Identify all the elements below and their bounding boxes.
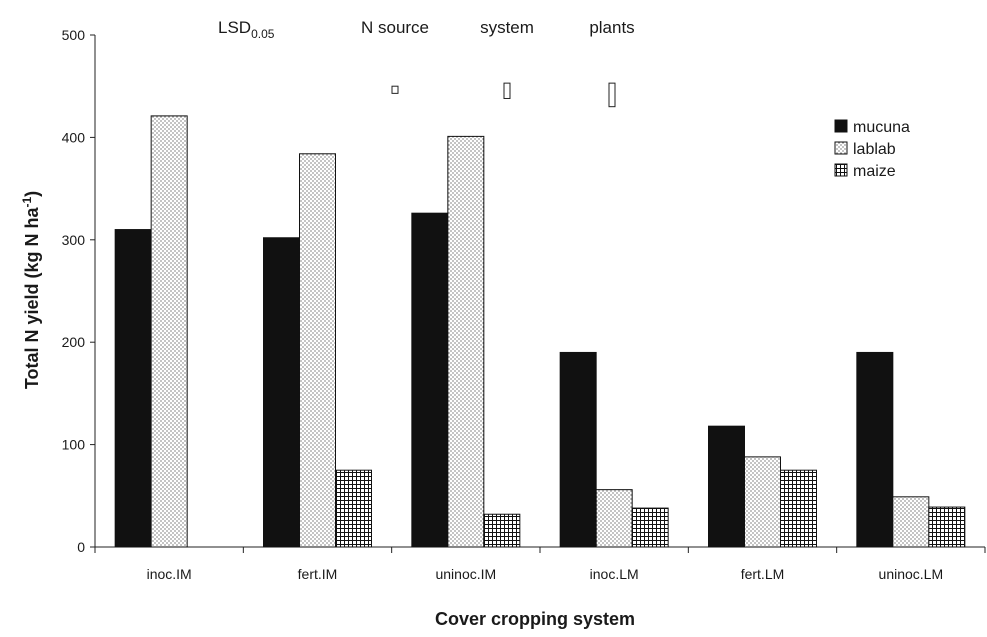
y-axis-title-close: ) — [22, 191, 42, 197]
x-tick-label: uninoc.LM — [879, 566, 944, 582]
y-axis-title: Total N yield (kg N ha-1) — [20, 191, 42, 389]
legend: mucuna lablab maize — [834, 119, 910, 180]
lsd-item-label: system — [480, 18, 534, 37]
lsd-bar — [608, 82, 616, 108]
y-tick-label: 300 — [62, 232, 86, 248]
legend-label-lablab: lablab — [853, 141, 896, 158]
x-tick-label: inoc.IM — [147, 566, 192, 582]
bar-maize — [780, 469, 817, 548]
bar-lablab — [299, 153, 336, 548]
bar-mucuna — [263, 237, 300, 548]
x-tick-label: fert.LM — [741, 566, 785, 582]
bar-lablab — [447, 135, 485, 548]
legend-swatch-mucuna — [834, 119, 848, 133]
bar-maize — [928, 506, 966, 548]
bar-lablab — [595, 489, 633, 548]
legend-swatch-lablab — [834, 141, 848, 155]
lsd-item-label: plants — [589, 18, 634, 37]
y-tick-label: 0 — [77, 539, 85, 555]
lsd-markers: N source system plants — [361, 18, 635, 108]
bar-mucuna — [708, 425, 745, 548]
legend-label-mucuna: mucuna — [853, 119, 910, 136]
lsd-label: LSD0.05 — [218, 18, 275, 41]
y-axis-title-main: Total N yield (kg N ha — [22, 207, 42, 390]
bar-mucuna — [856, 351, 894, 548]
lsd-item-label: N source — [361, 18, 429, 37]
lsd-label-sub: 0.05 — [251, 27, 275, 41]
bar-lablab — [892, 496, 930, 548]
x-tick-label: fert.IM — [298, 566, 338, 582]
bar-maize — [335, 469, 372, 548]
legend-label-maize: maize — [853, 163, 896, 180]
y-tick-label: 100 — [62, 437, 86, 453]
bar-mucuna — [114, 229, 152, 548]
lsd-bar — [391, 85, 399, 94]
axes: 0 100 200 300 400 500 inoc.IM fert.IM uninoc.IM i… — [62, 27, 986, 582]
x-tick-label: uninoc.IM — [435, 566, 496, 582]
y-tick-label: 500 — [62, 27, 86, 43]
bar-mucuna — [411, 212, 449, 548]
lsd-bar — [503, 82, 511, 99]
bar-lablab — [150, 115, 188, 548]
y-axis-title-sup: -1 — [20, 196, 34, 207]
bar-maize — [483, 513, 521, 548]
bars — [114, 115, 966, 548]
lsd-label-main: LSD — [218, 18, 251, 37]
bar-maize — [631, 507, 669, 548]
y-tick-label: 400 — [62, 129, 86, 145]
x-tick-label: inoc.LM — [590, 566, 639, 582]
y-tick-label: 200 — [62, 334, 86, 350]
bar-mucuna — [559, 351, 597, 548]
legend-swatch-maize — [834, 163, 848, 177]
bar-lablab — [744, 456, 781, 548]
x-axis-title: Cover cropping system — [435, 609, 635, 629]
